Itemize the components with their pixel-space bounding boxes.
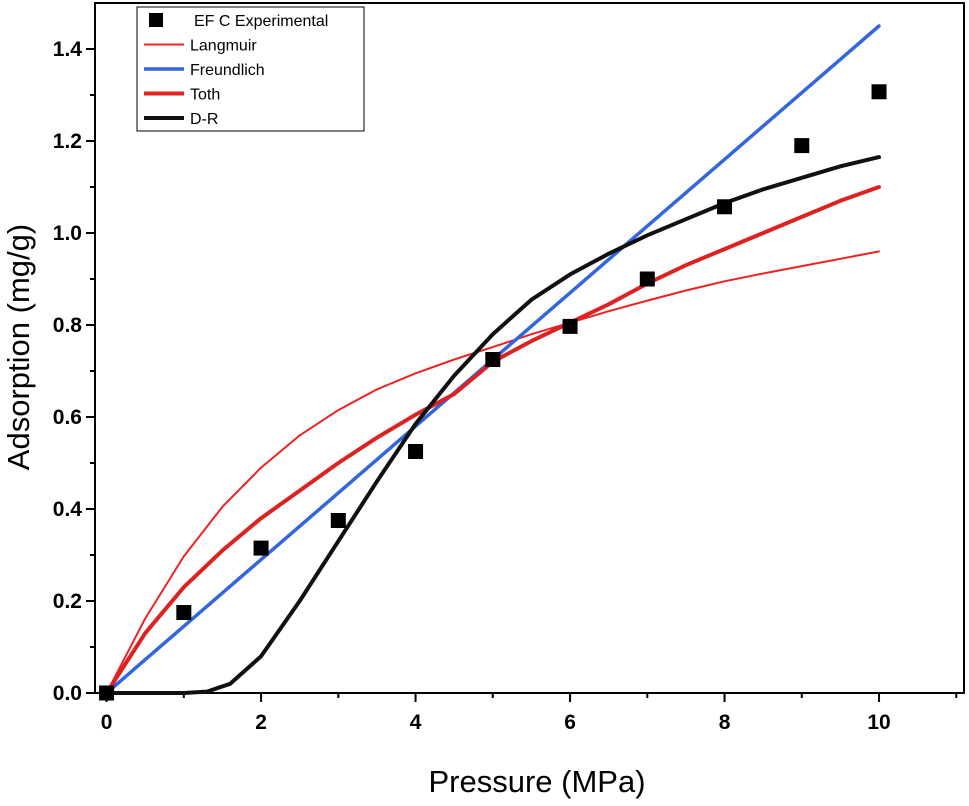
data-point — [330, 513, 346, 528]
legend: EF C Experimental Langmuir Freundlich Toth D… — [136, 6, 365, 132]
y-tick-label: 0.8 — [53, 314, 83, 337]
data-point — [794, 138, 810, 154]
y-axis-label: Adsorption (mg/g) — [1, 224, 36, 470]
data-point — [99, 685, 115, 701]
plot-frame — [94, 2, 965, 694]
legend-label-langmuir: Langmuir — [190, 38, 257, 55]
x-tick-label: 0 — [101, 711, 113, 734]
legend-marker-ef-c-experimental — [149, 13, 163, 27]
series-line-langmuir — [105, 250, 880, 694]
legend-label-toth: Toth — [190, 87, 220, 104]
y-tick-label: 1.4 — [53, 38, 83, 61]
series-line-d-r — [104, 155, 881, 695]
series-layer — [99, 24, 887, 701]
data-point — [871, 84, 887, 100]
x-tick-label: 6 — [564, 711, 576, 734]
data-point — [562, 318, 578, 334]
data-point — [639, 271, 655, 287]
x-tick-label: 2 — [255, 711, 267, 734]
series-line-toth — [104, 185, 881, 695]
y-tick-label: 1.2 — [53, 130, 82, 153]
y-tick-label: 0.6 — [53, 406, 82, 429]
data-point — [253, 540, 269, 556]
y-tick-label: 0.2 — [53, 590, 82, 613]
x-axis-label: Pressure (MPa) — [428, 764, 645, 799]
data-point — [408, 444, 424, 459]
x-tick-label: 10 — [867, 711, 890, 734]
x-axis: 0 2 4 6 8 10 — [101, 693, 958, 734]
data-point — [485, 352, 501, 367]
y-tick-label: 1.0 — [53, 222, 82, 245]
legend-label-ef-c-experimental: EF C Experimental — [194, 13, 328, 30]
y-tick-label: 0.0 — [53, 682, 82, 705]
x-tick-label: 4 — [410, 711, 422, 734]
legend-label-d-r: D-R — [190, 111, 218, 128]
data-point — [717, 199, 733, 215]
plot-border — [94, 2, 965, 694]
data-point — [176, 605, 192, 620]
legend-label-freundlich: Freundlich — [190, 62, 265, 79]
y-tick-label: 0.4 — [53, 498, 83, 521]
y-axis: 0.0 0.2 0.4 0.6 0.8 1.0 1.2 1.4 — [53, 38, 95, 705]
x-tick-label: 8 — [719, 711, 731, 734]
